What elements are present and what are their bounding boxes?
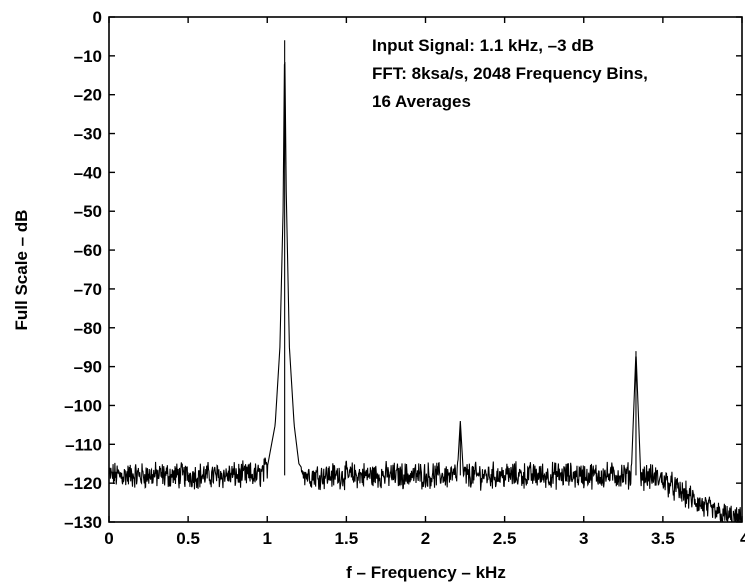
y-tick-label: –30 <box>74 125 102 144</box>
y-tick-label: –130 <box>64 513 102 532</box>
x-tick-label: 0.5 <box>176 529 200 548</box>
x-axis-title: f – Frequency – kHz <box>346 563 506 582</box>
x-tick-label: 1 <box>263 529 272 548</box>
spectrum-trace <box>108 40 743 523</box>
annotation-line-3: 16 Averages <box>372 92 471 111</box>
plot-frame <box>108 16 743 523</box>
x-tick-label: 2 <box>421 529 430 548</box>
y-tick-label: –100 <box>64 396 102 415</box>
y-tick-label: –10 <box>74 47 102 66</box>
y-tick-label: –50 <box>74 202 102 221</box>
x-tick-label: 1.5 <box>335 529 359 548</box>
y-tick-label: –40 <box>74 163 102 182</box>
annotation-line-2: FFT: 8ksa/s, 2048 Frequency Bins, <box>372 64 648 83</box>
y-tick-label: –90 <box>74 358 102 377</box>
y-tick-label: –20 <box>74 86 102 105</box>
y-tick-label: 0 <box>93 8 102 27</box>
annotation-line-1: Input Signal: 1.1 kHz, –3 dB <box>372 36 594 55</box>
x-tick-label: 3 <box>579 529 588 548</box>
y-tick-label: –70 <box>74 280 102 299</box>
x-tick-label: 0 <box>104 529 113 548</box>
y-tick-label: –110 <box>65 435 102 454</box>
y-tick-label: –60 <box>74 241 102 260</box>
x-tick-label: 3.5 <box>651 529 675 548</box>
y-axis-title: Full Scale – dB <box>12 210 31 331</box>
x-tick-label: 4 <box>740 529 745 548</box>
y-tick-label: –120 <box>64 474 102 493</box>
x-tick-label: 2.5 <box>493 529 517 548</box>
y-tick-label: –80 <box>74 319 102 338</box>
y-axis-ticks: 0 –10 –20 –30 –40 –50 –60 –70 –80 –90 –100 –110 –120… <box>64 8 742 532</box>
